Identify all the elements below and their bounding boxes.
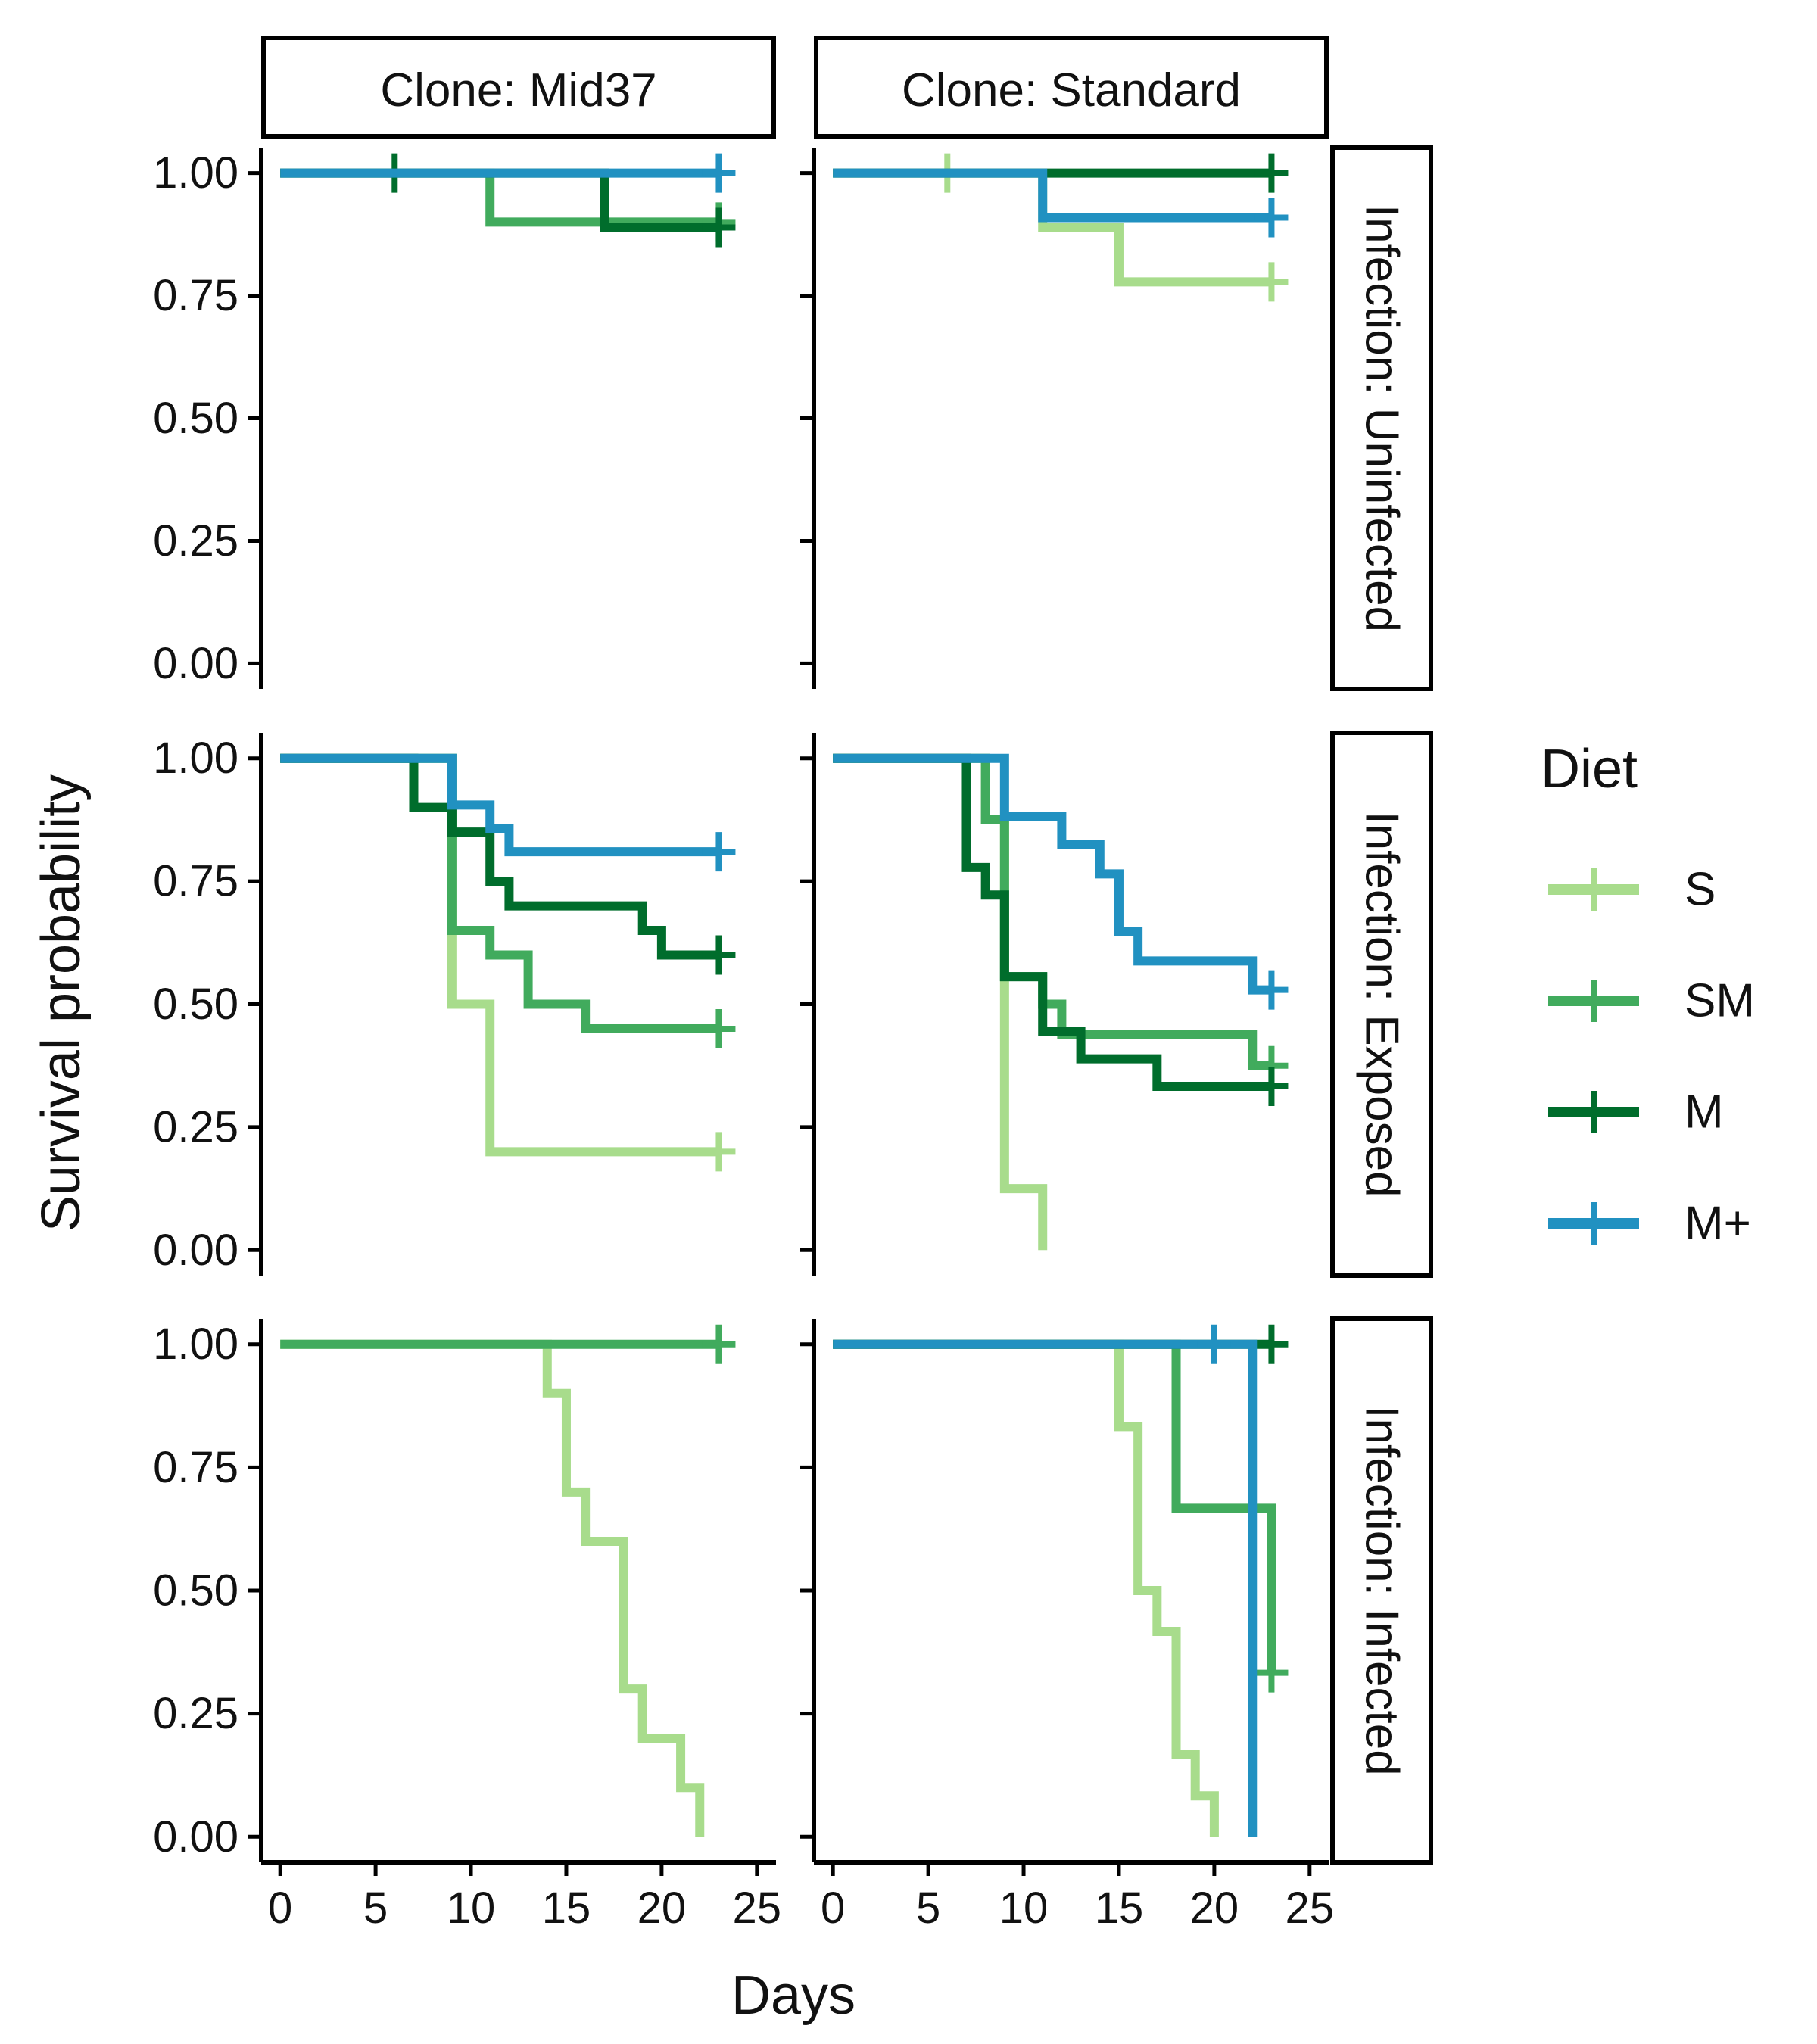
y-tick-label: 0.75 <box>153 857 238 906</box>
y-tick-label: 1.00 <box>153 734 238 783</box>
y-tick-label: 0.75 <box>153 1443 238 1492</box>
survival-curve-m <box>833 753 1272 995</box>
y-tick-label: 0.00 <box>153 1812 238 1862</box>
y-tick-label: 0.50 <box>153 980 238 1029</box>
axes-r0-c0: 0.00 0.25 0.50 0.75 1.00 <box>153 148 263 689</box>
strip-box <box>1330 1316 1433 1865</box>
facet-strips: Clone: Mid37 Clone: Standard Infection: Un… <box>261 36 1433 1865</box>
legend-item-s: S <box>1548 864 1716 916</box>
censor-mark-m <box>702 153 736 193</box>
legend-item-m: M+ <box>1548 1198 1751 1250</box>
x-tick-label: 20 <box>637 1884 687 1933</box>
survival-curve-s <box>280 1339 705 1837</box>
x-tick-label: 0 <box>268 1884 292 1933</box>
axes-r2-c0: 0.00 0.25 0.50 0.75 1.00 0 5 10 15 20 25 <box>153 1319 781 1933</box>
axes-layer: 0.00 0.25 0.50 0.75 1.00 0.00 0.25 0.50 0.75 1.00… <box>153 148 1334 1933</box>
x-tick-label: 15 <box>1095 1884 1144 1933</box>
y-tick-label: 0.25 <box>153 516 238 566</box>
x-tick-label: 25 <box>1286 1884 1335 1933</box>
legend-item-m: M <box>1548 1086 1724 1139</box>
row-strip-label: Infection: Uninfected <box>1356 204 1408 632</box>
axes-r2-c1: 0 5 10 15 20 25 <box>800 1319 1334 1933</box>
column-strip-label: Clone: Mid37 <box>380 64 656 117</box>
y-tick-label: 0.00 <box>153 1226 238 1275</box>
censor-mark-m <box>702 207 736 248</box>
x-tick-label: 15 <box>542 1884 591 1933</box>
survival-curve-sm <box>280 753 719 1033</box>
survival-curve-m <box>280 753 719 857</box>
censor-mark-m <box>1254 198 1289 238</box>
censor-mark-m <box>1197 1324 1231 1364</box>
panel-r0-c1 <box>833 153 1289 302</box>
legend-label: M+ <box>1685 1198 1751 1250</box>
y-tick-label: 0.50 <box>153 1566 238 1616</box>
censor-mark-sm <box>702 1008 736 1048</box>
censor-mark-m <box>1254 970 1289 1010</box>
x-axis-title: Days <box>731 1965 856 2026</box>
strip-box <box>814 36 1329 139</box>
legend: Diet S SM M M+ <box>1541 739 1755 1250</box>
panel-r2-c0 <box>280 1324 736 1837</box>
censor-mark-s <box>702 1132 736 1172</box>
row-strip-label: Infection: Exposed <box>1356 811 1408 1197</box>
legend-label: SM <box>1685 975 1755 1027</box>
x-tick-label: 10 <box>447 1884 496 1933</box>
y-tick-label: 1.00 <box>153 148 238 198</box>
x-tick-label: 10 <box>999 1884 1049 1933</box>
x-tick-label: 0 <box>821 1884 845 1933</box>
legend-label: M <box>1685 1086 1724 1139</box>
survival-curve-m <box>833 168 1272 223</box>
panel-r1-c1 <box>833 753 1289 1251</box>
survival-curve-m <box>833 1339 1258 1837</box>
censor-mark-s <box>1254 262 1289 302</box>
legend-item-sm: SM <box>1548 975 1755 1027</box>
panel-r0-c0 <box>280 153 736 248</box>
panels-layer <box>280 153 1289 1837</box>
panel-r2-c1 <box>833 1324 1289 1837</box>
censor-mark-m <box>702 935 736 975</box>
panel-r1-c0 <box>280 753 736 1172</box>
strip-box <box>261 36 776 139</box>
y-tick-label: 0.50 <box>153 394 238 443</box>
censor-mark-m <box>1254 1324 1289 1364</box>
censor-mark-m <box>702 832 736 872</box>
column-strip-clone-standard: Clone: Standard <box>814 36 1329 139</box>
column-strip-label: Clone: Standard <box>902 64 1241 117</box>
censor-mark-sm <box>1254 1653 1289 1693</box>
legend-title: Diet <box>1541 739 1638 799</box>
survival-curve-m <box>280 753 719 960</box>
censor-mark-sm <box>702 1324 736 1364</box>
y-tick-label: 0.00 <box>153 639 238 688</box>
row-strip-infection-infected: Infection: Infected <box>1330 1316 1433 1865</box>
survival-curve-m <box>833 753 1272 1091</box>
column-strip-clone-mid37: Clone: Mid37 <box>261 36 776 139</box>
legend-label: S <box>1685 864 1716 916</box>
survival-curve-s <box>833 1339 1219 1837</box>
axes-r1-c0: 0.00 0.25 0.50 0.75 1.00 <box>153 733 263 1276</box>
censor-mark-m <box>1254 153 1289 193</box>
strip-box <box>1330 731 1433 1278</box>
censor-mark-m <box>1254 1066 1289 1106</box>
y-axis-title: Survival probability <box>31 774 92 1232</box>
y-tick-label: 0.75 <box>153 271 238 320</box>
x-tick-label: 20 <box>1190 1884 1239 1933</box>
row-strip-infection-exposed: Infection: Exposed <box>1330 731 1433 1278</box>
x-tick-label: 25 <box>733 1884 782 1933</box>
x-tick-label: 5 <box>363 1884 388 1933</box>
y-tick-label: 1.00 <box>153 1320 238 1369</box>
strip-box <box>1330 145 1433 691</box>
x-tick-label: 5 <box>916 1884 940 1933</box>
y-tick-label: 0.25 <box>153 1102 238 1151</box>
axes-r1-c1 <box>800 733 816 1276</box>
y-tick-label: 0.25 <box>153 1689 238 1738</box>
row-strip-infection-uninfected: Infection: Uninfected <box>1330 145 1433 691</box>
row-strip-label: Infection: Infected <box>1356 1405 1408 1775</box>
axes-r0-c1 <box>800 148 816 689</box>
